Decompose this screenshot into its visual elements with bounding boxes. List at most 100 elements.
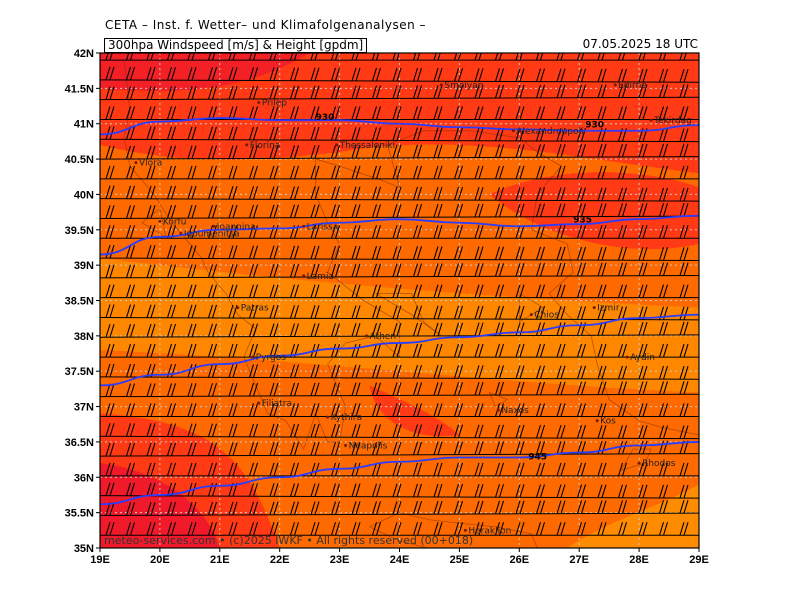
barb-feathers xyxy=(617,106,628,120)
barb-feathers xyxy=(412,106,423,120)
barb-feathers xyxy=(679,187,689,202)
wind-barbs xyxy=(100,53,699,536)
barb-feathers xyxy=(146,482,156,497)
barb-feathers xyxy=(125,205,136,219)
barb-feathers xyxy=(187,323,197,338)
city-label: Florina xyxy=(250,141,281,151)
barb-feathers xyxy=(474,441,484,455)
barb-feathers xyxy=(638,187,648,201)
barb-feathers xyxy=(371,204,382,218)
barb-feathers xyxy=(515,84,525,99)
barb-feathers xyxy=(289,423,300,438)
barb-feathers xyxy=(146,66,156,81)
barb-feathers xyxy=(207,67,218,81)
city-marker xyxy=(326,415,330,419)
barb-feathers xyxy=(412,501,423,515)
barb-feathers xyxy=(269,462,279,477)
barb-feathers xyxy=(679,381,689,395)
barb-feathers xyxy=(658,84,669,98)
barb-feathers xyxy=(392,424,402,438)
barb-feathers xyxy=(330,323,341,337)
barb-feathers xyxy=(207,225,218,239)
lon-tick-label: 29E xyxy=(689,554,709,566)
barb-feathers xyxy=(187,86,197,100)
barb-feathers xyxy=(453,68,464,82)
barb-feathers xyxy=(515,305,525,320)
barb-feathers xyxy=(146,462,156,477)
barb-feathers xyxy=(269,145,279,159)
barb-feathers xyxy=(289,442,300,456)
barb-feathers xyxy=(248,284,259,298)
barb-feathers xyxy=(515,441,525,455)
barb-feathers xyxy=(228,264,238,278)
barb-feathers xyxy=(412,322,423,337)
barb-feathers xyxy=(310,225,320,239)
barb-feathers xyxy=(330,225,341,239)
barb-feathers xyxy=(166,522,177,536)
barb-feathers xyxy=(125,185,136,199)
lat-tick-label: 37.5N xyxy=(65,366,94,378)
barb-feathers xyxy=(535,106,546,120)
barb-feathers xyxy=(269,403,279,417)
barb-feathers xyxy=(576,484,587,498)
barb-feathers xyxy=(617,484,628,498)
barb-feathers xyxy=(453,106,464,120)
barb-feathers xyxy=(187,501,197,516)
barb-feathers xyxy=(556,284,566,298)
barb-feathers xyxy=(248,423,259,438)
barb-feathers xyxy=(146,86,156,100)
barb-feathers xyxy=(146,205,156,219)
barb-feathers xyxy=(474,165,484,180)
barb-feathers xyxy=(494,343,505,358)
barb-feathers xyxy=(433,186,443,201)
barb-feathers xyxy=(556,203,566,217)
barb-feathers xyxy=(146,442,156,457)
barb-feathers xyxy=(597,187,607,201)
barb-shaft xyxy=(100,198,699,202)
barb-feathers xyxy=(433,305,443,319)
barb-feathers xyxy=(371,441,382,456)
barb-feathers xyxy=(105,442,115,457)
barb-feathers xyxy=(658,203,669,217)
barb-feathers xyxy=(617,262,628,276)
barb-feathers xyxy=(535,84,546,99)
lon-tick-label: 24E xyxy=(390,554,410,566)
barb-feathers xyxy=(351,144,361,159)
barb-feathers xyxy=(207,284,218,298)
barb-feathers xyxy=(125,403,136,417)
barb-feathers xyxy=(351,522,361,536)
barb-feathers xyxy=(453,424,464,438)
barb-feathers xyxy=(474,322,484,336)
barb-feathers xyxy=(105,403,115,417)
barb-feathers xyxy=(187,284,197,298)
barb-feathers xyxy=(453,382,464,396)
barb-feathers xyxy=(187,462,197,477)
barb-feathers xyxy=(310,106,320,120)
latitude-axis: 42N 41.5N 41N 40.5N 40N 39.5N 39N 38.5N 38N 37.5N… xyxy=(65,48,100,555)
barb-feathers xyxy=(576,343,587,358)
lat-tick-label: 40N xyxy=(74,189,94,201)
city-label: Pyrgos xyxy=(256,353,287,363)
lat-tick-label: 41N xyxy=(74,119,94,131)
barb-feathers xyxy=(166,86,177,100)
barb-feathers xyxy=(146,165,156,180)
lat-tick-label: 35N xyxy=(74,543,94,555)
barb-feathers xyxy=(371,263,382,277)
barb-feathers xyxy=(556,144,566,158)
barb-feathers xyxy=(371,246,382,260)
barb-feathers xyxy=(597,500,607,514)
barb-feathers xyxy=(556,381,566,396)
barb-feathers xyxy=(474,68,484,82)
barb-feathers xyxy=(330,67,341,81)
barb-feathers xyxy=(679,425,689,439)
barb-shaft xyxy=(100,316,699,321)
barb-feathers xyxy=(166,126,177,140)
barb-feathers xyxy=(433,246,443,260)
barb-feathers xyxy=(433,68,443,82)
barb-feathers xyxy=(125,284,136,298)
barb-feathers xyxy=(453,483,464,498)
barb-feathers xyxy=(392,186,402,201)
barb-feathers xyxy=(371,106,382,120)
barb-feathers xyxy=(330,343,341,358)
